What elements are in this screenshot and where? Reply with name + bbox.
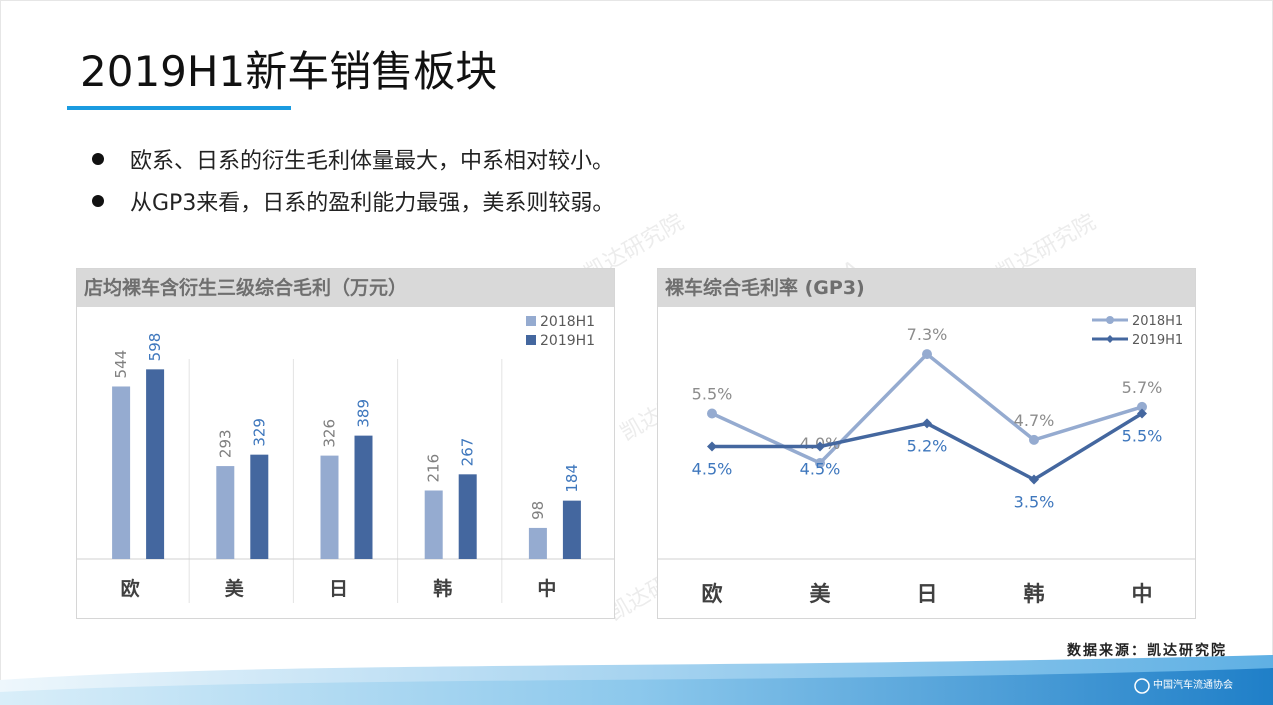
bar-2018h1 (528, 527, 547, 559)
legend-label: 2018H1 (1132, 314, 1183, 329)
data-label: 4.5% (800, 460, 841, 479)
data-point (1029, 434, 1039, 445)
bullet-item: 欧系、日系的衍生毛利体量最大，中系相对较小。 (92, 138, 614, 180)
bullet-dot-icon (92, 195, 104, 207)
category-label: 韩 (1024, 582, 1045, 606)
data-point (707, 408, 717, 419)
data-label-2019h1: 267 (459, 438, 477, 467)
data-label-2018h1: 216 (425, 454, 443, 483)
data-label: 5.7% (1122, 378, 1163, 397)
legend-marker (1106, 316, 1114, 324)
bar-2019h1 (458, 474, 477, 559)
bar-chart-title: 店均裸车含衍生三级综合毛利（万元） (77, 269, 614, 307)
data-label-2019h1: 184 (563, 464, 581, 493)
bar-2018h1 (320, 455, 339, 559)
data-label: 4.5% (692, 460, 733, 479)
data-point (922, 349, 932, 360)
legend-label: 2018H1 (540, 314, 595, 330)
data-point (1029, 474, 1039, 485)
bar-2018h1 (112, 386, 131, 559)
legend-swatch (526, 316, 536, 326)
bullet-list: 欧系、日系的衍生毛利体量最大，中系相对较小。 从GP3来看，日系的盈利能力最强，… (92, 138, 614, 222)
bullet-dot-icon (92, 153, 104, 165)
data-point (815, 441, 825, 452)
bullet-text: 从GP3来看，日系的盈利能力最强，美系则较弱。 (130, 191, 615, 216)
category-label: 日 (329, 578, 348, 600)
data-source: 数据来源：凯达研究院 (1067, 643, 1227, 659)
line-chart-title: 裸车综合毛利率 (GP3) (658, 269, 1195, 307)
data-point (707, 441, 717, 452)
category-label: 中 (1132, 582, 1153, 606)
category-label: 美 (225, 577, 245, 600)
data-label: 7.3% (907, 325, 948, 344)
data-label-2019h1: 598 (146, 333, 164, 362)
data-point (1137, 408, 1147, 419)
bar-2018h1 (424, 490, 443, 559)
data-label-2019h1: 329 (250, 418, 268, 447)
category-label: 欧 (121, 577, 140, 600)
footer-org-name: 中国汽车流通协会 (1153, 680, 1233, 691)
bar-2019h1 (562, 500, 581, 559)
bar-2019h1 (250, 454, 269, 559)
data-label-2018h1: 544 (112, 350, 130, 379)
page-title: 2019H1新车销售板块 (80, 47, 498, 96)
legend-label: 2019H1 (540, 333, 595, 349)
data-label: 5.2% (907, 436, 948, 455)
title-underline (67, 106, 291, 110)
bullet-text: 欧系、日系的衍生毛利体量最大，中系相对较小。 (130, 149, 615, 174)
data-label-2019h1: 389 (355, 399, 373, 428)
data-label-2018h1: 98 (529, 501, 547, 520)
data-label-2018h1: 293 (216, 429, 234, 458)
legend-marker (1106, 335, 1114, 343)
category-label: 美 (810, 582, 831, 606)
line-chart: 5.5%4.0%7.3%4.7%5.7%4.5%4.5%5.2%3.5%5.5%… (658, 314, 1195, 606)
legend-swatch (526, 335, 536, 345)
bar-2018h1 (216, 466, 235, 559)
bar-chart-panel: 店均裸车含衍生三级综合毛利（万元） 544 598 欧 293 329 美 326 389 日 2… (76, 268, 615, 619)
data-label: 4.7% (1014, 411, 1055, 430)
bar-chart: 544 598 欧 293 329 美 326 389 日 216 267 韩 98 184 中 2018H1… (77, 314, 614, 603)
bullet-item: 从GP3来看，日系的盈利能力最强，美系则较弱。 (92, 180, 614, 222)
data-point (1137, 401, 1147, 412)
line-chart-panel: 裸车综合毛利率 (GP3) 5.5%4.0%7.3%4.7%5.7%4.5%4.… (657, 268, 1196, 619)
data-label-2018h1: 326 (321, 419, 339, 448)
footer-wave (0, 655, 1273, 705)
category-label: 韩 (433, 577, 452, 600)
data-label: 5.5% (1122, 427, 1163, 446)
data-point (922, 418, 932, 429)
data-label: 5.5% (692, 385, 733, 404)
category-label: 欧 (702, 582, 723, 606)
category-label: 日 (917, 582, 938, 606)
bar-2019h1 (146, 369, 165, 559)
bar-2019h1 (354, 435, 373, 559)
data-label: 3.5% (1014, 493, 1055, 512)
legend-label: 2019H1 (1132, 333, 1183, 348)
category-label: 中 (537, 577, 556, 600)
data-point (815, 458, 825, 468)
